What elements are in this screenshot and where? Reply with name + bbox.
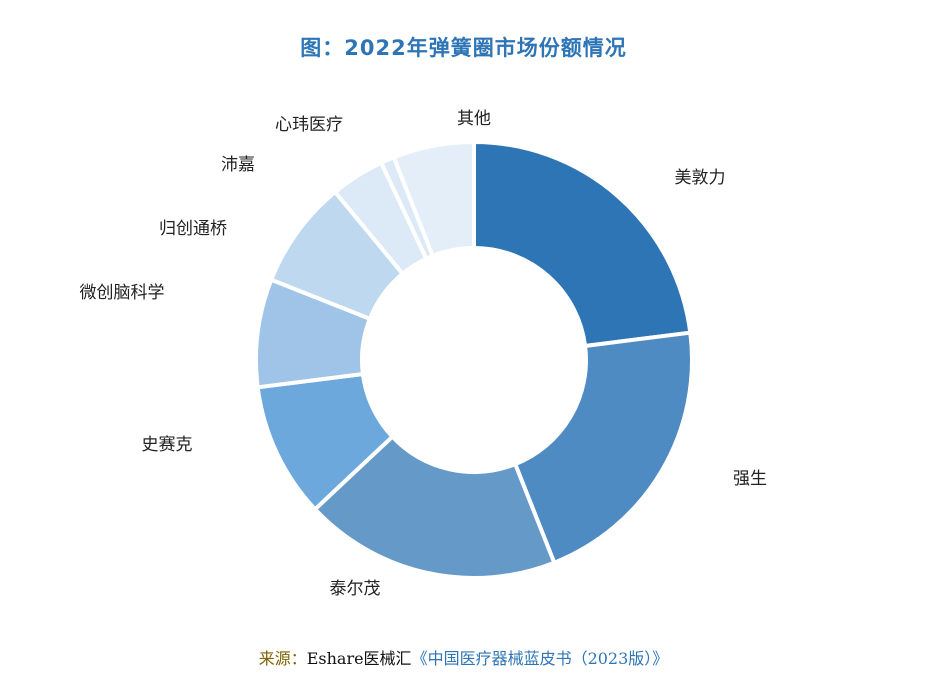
source-prefix: 来源： (258, 649, 307, 668)
slice-1 (472, 139, 693, 349)
chart-title: 图：2022年弹簧圈市场份额情况 (300, 36, 627, 60)
slice-label: 沛嘉 (221, 155, 255, 175)
slice-3 (312, 433, 557, 580)
slice-9 (391, 139, 476, 259)
slice-label: 强生 (733, 469, 767, 489)
source-org: Eshare医械汇 (306, 649, 412, 668)
slice-label: 史赛克 (142, 434, 193, 455)
slice-label: 其他 (457, 109, 491, 129)
slice-2 (512, 330, 694, 566)
slice-label: 微创脑科学 (80, 283, 165, 303)
slice-label: 泰尔茂 (330, 579, 381, 599)
source-book: 《中国医疗器械蓝皮书（2023版）》 (411, 649, 669, 668)
slice-label: 美敦力 (675, 168, 726, 188)
slice-label: 心玮医疗 (275, 115, 343, 135)
source-note: 来源：Eshare医械汇《中国医疗器械蓝皮书（2023版）》 (0, 645, 927, 669)
slice-label: 归创通桥 (159, 219, 227, 239)
